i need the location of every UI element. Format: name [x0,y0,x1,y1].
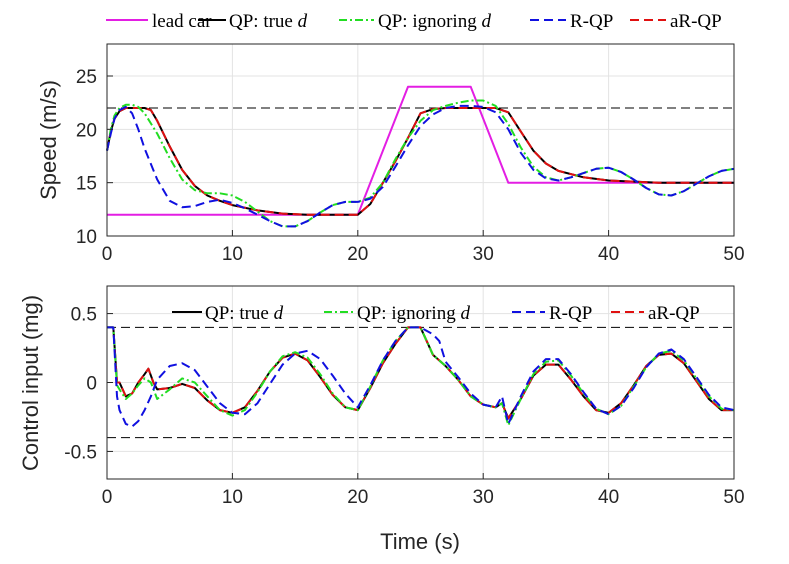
speed-y-tick-label-20: 20 [76,120,97,141]
legend-label-r-qp: R-QP [570,11,613,32]
speed-series-ar-qp [106,107,734,216]
control-legend-label-qp-ignoring-main: QP: ignoring [357,303,456,324]
speed-series [106,85,735,228]
speed-y-axis-label: Speed (m/s) [36,80,61,200]
control-y-tick-label-0: 0 [86,374,97,395]
control-x-tick-label-0: 0 [102,487,113,508]
control-legend-label-qp-true: QP: true d [205,303,284,324]
speed-series-qp-ignoring-d [106,99,735,228]
speed-plot-area [107,44,734,236]
speed-x-tick-label-20: 20 [347,244,368,265]
control-series-r-qp [107,326,735,428]
speed-y-tick-label-10: 10 [76,227,97,248]
control-legend: QP: true d QP: ignoring d R-QP aR-QP [172,303,700,324]
speed-series-r-qp [106,104,735,228]
legend-label-lead-car: lead car [152,11,212,32]
control-tick-labels: 0 10 20 30 40 50 -0.5 0 0.5 [64,305,744,508]
speed-x-tick-label-40: 40 [598,244,619,265]
control-legend-label-r-qp: R-QP [549,303,592,324]
control-x-tick-label-10: 10 [222,487,243,508]
legend-label-qp-ignoring-main: QP: ignoring [378,11,477,32]
control-legend-label-qp-ignoring: QP: ignoring d [357,303,470,324]
control-legend-label-qp-ignoring-italic: d [460,303,470,324]
control-legend-label-ar-qp: aR-QP [648,303,700,324]
speed-x-tick-label-50: 50 [723,244,744,265]
control-legend-label-qp-true-italic: d [274,303,284,324]
control-x-tick-label-30: 30 [473,487,494,508]
speed-axes-box [106,43,735,237]
speed-x-tick-label-30: 30 [473,244,494,265]
speed-x-tick-label-0: 0 [102,244,113,265]
legend-label-qp-ignoring: QP: ignoring d [378,11,491,32]
control-grid [106,286,735,479]
speed-x-tick-label-10: 10 [222,244,243,265]
legend-label-qp-true: QP: true d [229,11,308,32]
control-y-axis-label: Control input (mg) [18,295,43,471]
legend-label-qp-true-italic: d [298,11,308,32]
legend-label-ar-qp: aR-QP [670,11,722,32]
speed-y-tick-label-25: 25 [76,67,97,88]
control-series [107,326,735,428]
control-legend-label-qp-true-main: QP: true [205,303,269,324]
control-x-tick-label-40: 40 [598,487,619,508]
control-panel: 0 10 20 30 40 50 -0.5 0 0.5 Control input (mg) T… [18,285,745,554]
control-y-tick-label-0-5: -0.5 [64,442,97,463]
legend-label-qp-ignoring-italic: d [481,11,491,32]
speed-legend: lead car QP: true d QP: ignoring d R-QP … [106,11,722,32]
control-x-tick-label-20: 20 [347,487,368,508]
control-x-tick-label-50: 50 [723,487,744,508]
x-axis-label: Time (s) [380,529,460,554]
legend-label-qp-true-main: QP: true [229,11,293,32]
speed-y-tick-label-15: 15 [76,174,97,195]
control-y-tick-label-0-5: 0.5 [71,305,97,326]
